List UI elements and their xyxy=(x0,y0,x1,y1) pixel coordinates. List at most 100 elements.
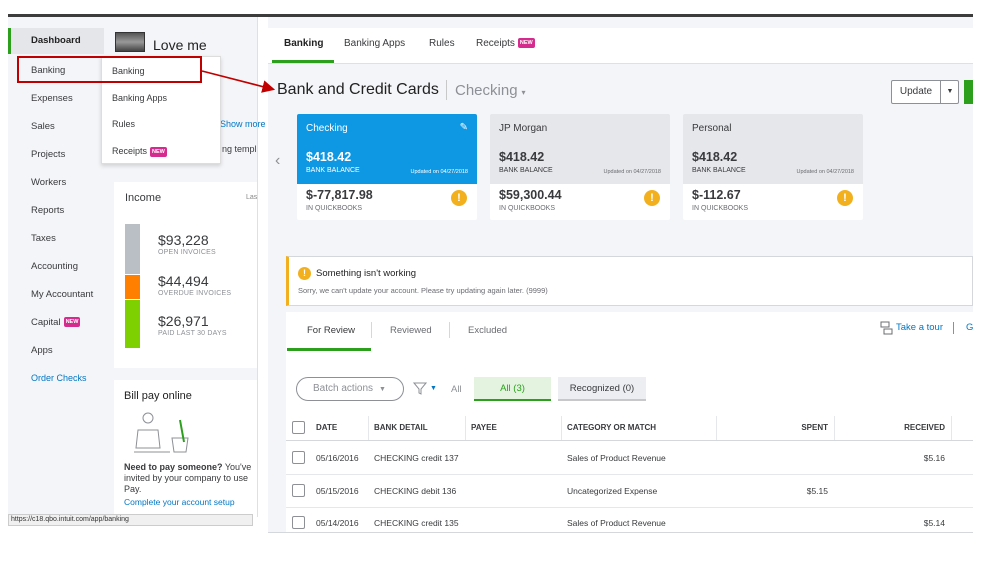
filter-tab-recognized[interactable]: Recognized (0) xyxy=(558,377,646,401)
income-period[interactable]: Las xyxy=(246,194,258,201)
filter-all-label: All xyxy=(451,384,462,395)
account-selector[interactable]: Checking ▾ xyxy=(455,82,526,99)
update-dropdown-button[interactable]: ▼ xyxy=(940,80,959,104)
tab-banking[interactable]: Banking xyxy=(284,38,324,49)
active-review-tab-indicator xyxy=(287,348,371,351)
pencil-icon[interactable]: ✎ xyxy=(459,122,468,133)
select-all-checkbox[interactable] xyxy=(292,421,305,434)
nav-label: Order Checks xyxy=(31,373,87,383)
column-header-date[interactable]: DATE xyxy=(316,423,338,432)
column-divider xyxy=(716,416,717,440)
row-checkbox[interactable] xyxy=(292,451,305,464)
warning-icon: ! xyxy=(644,190,660,206)
cell-category[interactable]: Uncategorized Expense xyxy=(567,486,658,496)
tab-rules[interactable]: Rules xyxy=(429,38,455,49)
cell-date: 05/15/2016 xyxy=(316,486,359,496)
flyout-item-banking[interactable]: Banking xyxy=(112,66,145,76)
income-title: Income xyxy=(125,192,162,204)
card-bank-balance: $418.42 xyxy=(306,150,352,164)
window-top-border xyxy=(8,14,973,17)
show-more-link[interactable]: Show more xyxy=(220,119,266,129)
cell-bank-detail: CHECKING debit 136 xyxy=(374,486,457,496)
tab-receipts[interactable]: Receipts NEW xyxy=(476,38,535,49)
batch-actions-button[interactable]: Batch actions ▼ xyxy=(296,377,404,401)
annotation-highlight-box xyxy=(17,56,202,83)
flyout-item-receipts[interactable]: Receipts NEW xyxy=(112,146,167,157)
caret-down-icon[interactable]: ▼ xyxy=(430,385,437,392)
nav-label: My Accountant xyxy=(31,289,94,300)
flyout-item-rules[interactable]: Rules xyxy=(112,119,136,129)
update-button[interactable]: Update xyxy=(891,80,959,104)
nav-item-banking[interactable]: Banking xyxy=(8,58,104,84)
account-card-jp-morgan[interactable]: JP Morgan $418.42 BANK BALANCE Updated o… xyxy=(490,114,670,220)
nav-item-sales[interactable]: Sales xyxy=(8,114,104,140)
filter-tab-all[interactable]: All (3) xyxy=(474,377,551,401)
overdue-invoices-amount: $44,494 xyxy=(158,273,209,289)
caret-down-icon: ▼ xyxy=(946,88,954,95)
card-updated: Updated on 04/27/2018 xyxy=(796,169,855,175)
column-header-received[interactable]: RECEIVED xyxy=(904,423,945,432)
nav-label: Workers xyxy=(31,177,67,188)
complete-setup-link[interactable]: Complete your account setup xyxy=(124,497,235,507)
flyout-item-banking-apps[interactable]: Banking Apps xyxy=(112,93,168,103)
overdue-invoices-label: OVERDUE INVOICES xyxy=(158,290,232,297)
account-card-checking[interactable]: Checking ✎ $418.42 BANK BALANCE Updated … xyxy=(297,114,477,220)
nav-item-apps[interactable]: Apps xyxy=(8,338,104,364)
column-divider xyxy=(368,416,369,440)
banking-tabs-bar xyxy=(268,28,973,64)
tab-divider xyxy=(449,322,450,338)
nav-item-taxes[interactable]: Taxes xyxy=(8,226,104,252)
filter-icon[interactable] xyxy=(413,381,427,395)
row-checkbox[interactable] xyxy=(292,484,305,497)
nav-item-order-checks[interactable]: Order Checks xyxy=(8,365,104,391)
add-account-button[interactable] xyxy=(964,80,973,104)
tab-banking-apps[interactable]: Banking Apps xyxy=(344,38,406,49)
bill-pay-text: Need to pay someone? You've invited by y… xyxy=(124,462,262,495)
alert-message: Sorry, we can't update your account. Ple… xyxy=(298,286,548,295)
alert-title: Something isn't working xyxy=(316,268,417,279)
nav-label: Sales xyxy=(31,121,55,132)
column-header-spent[interactable]: SPENT xyxy=(801,423,828,432)
card-qb-label: IN QUICKBOOKS xyxy=(306,205,363,212)
tab-reviewed[interactable]: Reviewed xyxy=(390,325,432,336)
company-logo[interactable] xyxy=(115,32,145,52)
card-qb-balance: $-77,817.98 xyxy=(306,188,373,202)
card-bank-label: BANK BALANCE xyxy=(306,167,360,174)
chevron-left-icon[interactable]: ‹ xyxy=(275,152,281,169)
nav-label: Reports xyxy=(31,205,65,216)
take-tour-link[interactable]: Take a tour xyxy=(896,322,943,333)
card-header xyxy=(297,114,477,184)
nav-item-dashboard[interactable]: Dashboard xyxy=(8,28,104,54)
card-qb-label: IN QUICKBOOKS xyxy=(692,205,749,212)
nav-item-workers[interactable]: Workers xyxy=(8,170,104,196)
nav-item-projects[interactable]: Projects xyxy=(8,142,104,168)
row-border xyxy=(286,474,973,475)
income-bar-open xyxy=(125,224,140,274)
row-checkbox[interactable] xyxy=(292,516,305,529)
new-badge: NEW xyxy=(517,38,535,49)
nav-item-my-accountant[interactable]: My Accountant xyxy=(8,282,104,308)
cell-category[interactable]: Sales of Product Revenue xyxy=(567,518,666,528)
nav-item-expenses[interactable]: Expenses xyxy=(8,86,104,112)
tab-for-review[interactable]: For Review xyxy=(307,325,356,336)
cell-category[interactable]: Sales of Product Revenue xyxy=(567,453,666,463)
card-bank-balance: $418.42 xyxy=(692,150,738,164)
nav-item-accounting[interactable]: Accounting xyxy=(8,254,104,280)
nav-item-reports[interactable]: Reports xyxy=(8,198,104,224)
tab-excluded[interactable]: Excluded xyxy=(468,325,508,336)
income-bar-overdue xyxy=(125,275,140,299)
column-divider xyxy=(951,416,952,440)
account-card-personal[interactable]: Personal $418.42 BANK BALANCE Updated on… xyxy=(683,114,863,220)
cell-date: 05/14/2016 xyxy=(316,518,359,528)
column-header-bank-detail[interactable]: BANK DETAIL xyxy=(374,423,428,432)
nav-item-capital[interactable]: Capital NEW xyxy=(8,310,104,336)
nav-label: Projects xyxy=(31,149,66,160)
column-header-payee[interactable]: PAYEE xyxy=(471,423,497,432)
bill-pay-text-bold: Need to pay someone? xyxy=(124,462,223,472)
tour-icon[interactable] xyxy=(880,321,893,335)
truncated-link[interactable]: G xyxy=(966,322,974,333)
column-header-category[interactable]: CATEGORY OR MATCH xyxy=(567,423,657,432)
cell-bank-detail: CHECKING credit 135 xyxy=(374,518,459,528)
cell-bank-detail: CHECKING credit 137 xyxy=(374,453,459,463)
card-qb-balance: $-112.67 xyxy=(692,188,741,202)
